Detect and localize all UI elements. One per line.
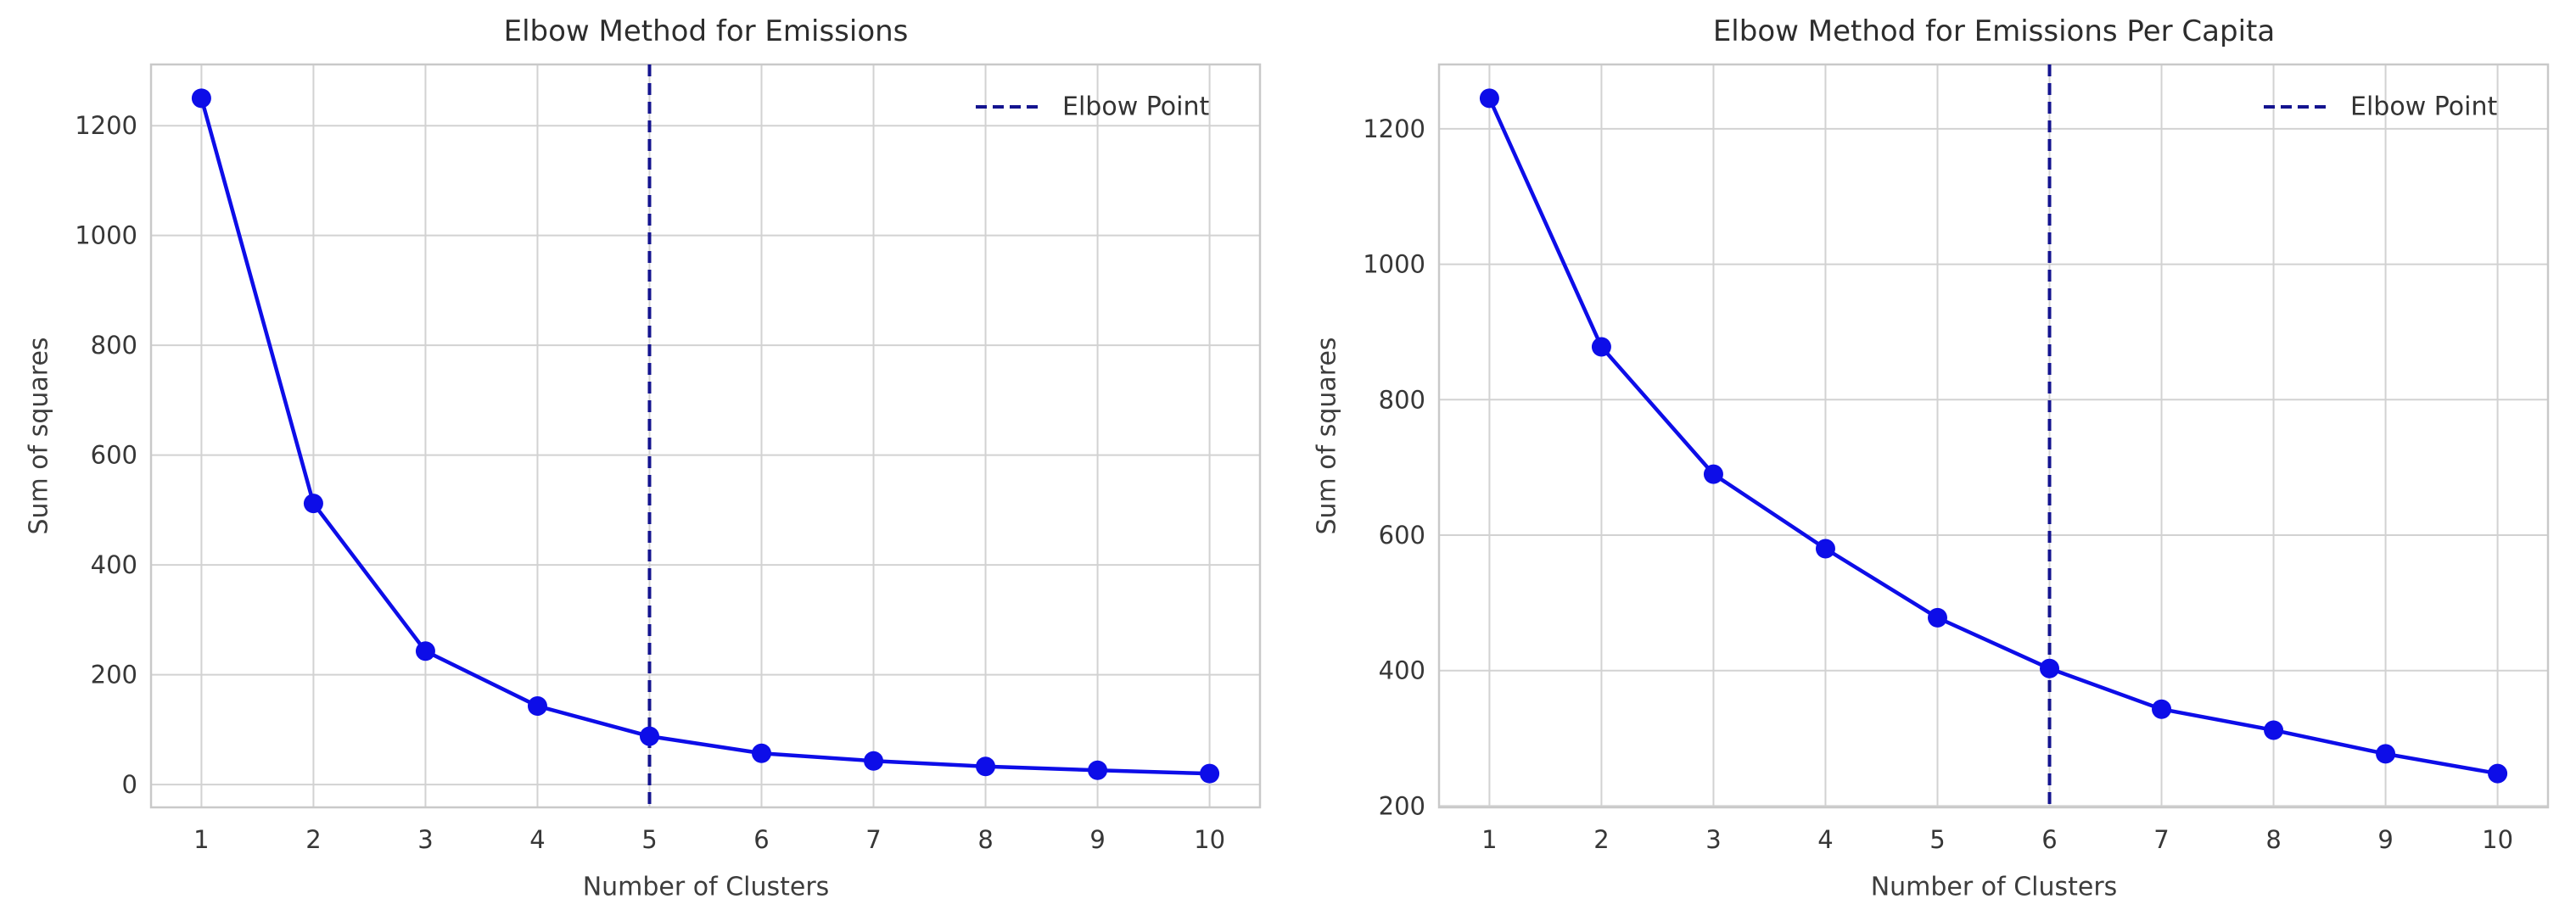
x-tick-label: 6 — [2041, 825, 2057, 854]
x-tick-label: 1 — [1481, 825, 1497, 854]
legend-label: Elbow Point — [1062, 92, 1209, 122]
data-point-marker — [2376, 744, 2396, 764]
y-tick-label: 400 — [91, 550, 137, 579]
x-tick-label: 1 — [193, 825, 209, 854]
y-tick-label: 1200 — [1363, 114, 1425, 143]
x-tick-label: 9 — [1089, 825, 1105, 854]
y-tick-label: 200 — [91, 661, 137, 689]
x-tick-label: 4 — [529, 825, 545, 854]
data-point-marker — [1927, 607, 1947, 628]
chart-emissions: 1 2 3 4 5 6 7 8 9 10 0 200 400 600 800 1000 1200 Elbow M… — [25, 14, 1262, 902]
y-tick-label: 800 — [1379, 385, 1425, 414]
data-point-marker — [415, 641, 435, 661]
x-axis-label: Number of Clusters — [1871, 873, 2118, 902]
axes-frame — [149, 63, 1262, 809]
legend: Elbow Point — [2264, 92, 2497, 122]
x-tick-label: 7 — [865, 825, 881, 854]
x-tick-label: 10 — [2482, 825, 2513, 854]
x-tick-label: 3 — [417, 825, 433, 854]
sum-of-squares-line — [1487, 96, 2500, 776]
plot-area: 1 2 3 4 5 6 7 8 9 10 200 400 600 800 1000 1200 — [1363, 63, 2550, 854]
chart-title: Elbow Method for Emissions — [504, 14, 909, 48]
data-point-marker — [2040, 658, 2060, 678]
chart-emissions-svg: 1 2 3 4 5 6 7 8 9 10 0 200 400 600 800 1000 1200 Elbow M… — [25, 14, 1262, 902]
y-axis-label: Sum of squares — [1313, 337, 1342, 534]
x-tick-label: 6 — [753, 825, 769, 854]
x-axis-label: Number of Clusters — [583, 873, 830, 902]
y-tick-label: 1000 — [1363, 250, 1425, 279]
x-tick-label: 7 — [2153, 825, 2169, 854]
x-tick-label: 8 — [2265, 825, 2281, 854]
data-point-marker — [752, 743, 772, 763]
y-tick-label: 0 — [122, 770, 137, 799]
y-tick-label: 600 — [1379, 521, 1425, 550]
x-tick-label: 9 — [2377, 825, 2393, 854]
legend-label: Elbow Point — [2350, 92, 2497, 122]
chart-title: Elbow Method for Emissions Per Capita — [1713, 14, 2275, 48]
sum-of-squares-line — [199, 96, 1212, 776]
y-axis-label: Sum of squares — [25, 337, 54, 534]
x-tick-label: 2 — [305, 825, 321, 854]
data-point-marker — [639, 726, 659, 746]
x-tick-label: 4 — [1817, 825, 1833, 854]
x-tick-label: 2 — [1593, 825, 1609, 854]
legend: Elbow Point — [976, 92, 1209, 122]
y-tick-label: 400 — [1379, 656, 1425, 685]
data-point-marker — [1591, 337, 1611, 357]
data-point-marker — [864, 751, 884, 771]
x-tick-label: 8 — [977, 825, 993, 854]
chart-emissions-per-capita-svg: 1 2 3 4 5 6 7 8 9 10 200 400 600 800 1000 1200 Elbow Me… — [1313, 14, 2550, 902]
x-tick-label: 5 — [1929, 825, 1945, 854]
axes-frame — [1437, 63, 2550, 809]
plot-area: 1 2 3 4 5 6 7 8 9 10 0 200 400 600 800 1000 1200 — [75, 63, 1262, 854]
data-point-marker — [976, 756, 996, 777]
chart-emissions-per-capita: 1 2 3 4 5 6 7 8 9 10 200 400 600 800 1000 1200 Elbow Me… — [1288, 0, 2576, 921]
y-tick-label: 800 — [91, 331, 137, 360]
x-tick-label: 10 — [1194, 825, 1225, 854]
data-point-marker — [2264, 720, 2284, 740]
data-point-marker — [1703, 464, 1723, 484]
data-point-marker — [191, 88, 211, 109]
data-point-marker — [1479, 88, 1499, 109]
y-tick-label: 1000 — [75, 221, 137, 250]
x-tick-label: 5 — [641, 825, 657, 854]
y-tick-label: 1200 — [75, 111, 137, 140]
data-point-marker — [303, 494, 323, 514]
data-point-marker — [527, 696, 547, 717]
y-tick-label: 600 — [91, 441, 137, 470]
data-point-marker — [1088, 760, 1108, 780]
y-tick-label: 200 — [1379, 791, 1425, 820]
x-tick-label: 3 — [1705, 825, 1721, 854]
data-point-marker — [2488, 763, 2508, 784]
data-point-marker — [1200, 763, 1220, 784]
data-point-marker — [2152, 699, 2172, 719]
data-point-marker — [1815, 539, 1835, 559]
